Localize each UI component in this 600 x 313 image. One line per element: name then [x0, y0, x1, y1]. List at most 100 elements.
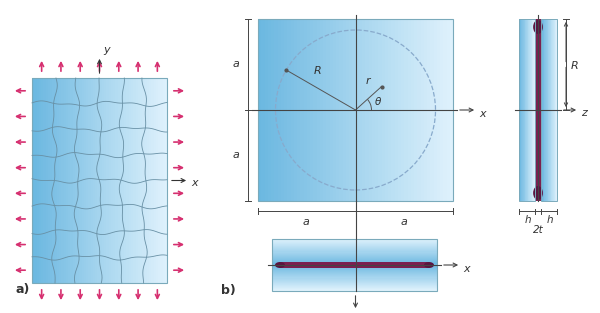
Bar — [284, 19, 288, 201]
Bar — [272, 275, 437, 278]
Bar — [372, 19, 376, 201]
Bar — [52, 78, 55, 283]
Bar — [258, 19, 453, 201]
Ellipse shape — [424, 262, 434, 268]
Text: h: h — [547, 215, 553, 225]
Bar — [336, 19, 340, 201]
Bar — [129, 78, 131, 283]
Bar — [104, 78, 107, 283]
Bar — [122, 78, 125, 283]
Text: a): a) — [15, 283, 29, 296]
Bar — [113, 78, 116, 283]
Bar — [272, 264, 437, 267]
Bar — [86, 78, 89, 283]
Bar — [404, 19, 408, 201]
Bar — [272, 251, 437, 253]
Bar — [274, 19, 278, 201]
Bar — [532, 19, 533, 201]
Bar — [32, 78, 35, 283]
Bar — [272, 239, 437, 241]
Bar — [272, 254, 437, 256]
Bar — [317, 19, 320, 201]
Bar — [362, 19, 366, 201]
Bar — [272, 278, 437, 280]
Bar — [421, 19, 424, 201]
Bar — [346, 19, 349, 201]
Bar — [548, 19, 549, 201]
Bar — [66, 78, 68, 283]
Bar — [272, 264, 437, 265]
Bar — [313, 19, 317, 201]
Bar — [542, 19, 544, 201]
Bar — [151, 78, 154, 283]
Bar — [272, 274, 437, 276]
Bar — [124, 78, 127, 283]
Bar — [556, 19, 557, 201]
Bar — [526, 19, 527, 201]
Bar — [258, 19, 262, 201]
Text: a: a — [303, 217, 310, 227]
Bar — [79, 78, 82, 283]
Bar — [529, 19, 530, 201]
Bar — [272, 277, 437, 280]
Bar — [323, 19, 327, 201]
Bar — [349, 19, 353, 201]
Bar — [352, 19, 356, 201]
Bar — [520, 19, 521, 201]
Bar — [414, 19, 418, 201]
Bar — [450, 19, 454, 201]
Bar — [272, 270, 437, 272]
Text: R: R — [314, 66, 321, 76]
Bar — [527, 19, 529, 201]
Bar — [75, 78, 77, 283]
Bar — [545, 19, 547, 201]
Bar — [102, 78, 104, 283]
Bar — [446, 19, 450, 201]
Bar — [287, 19, 291, 201]
Bar — [272, 258, 437, 260]
Bar — [533, 19, 535, 201]
Bar — [443, 19, 447, 201]
Bar — [163, 78, 165, 283]
Bar — [553, 19, 554, 201]
Bar — [272, 286, 437, 289]
Bar — [532, 19, 533, 201]
Bar — [115, 78, 118, 283]
Bar — [307, 19, 311, 201]
Bar — [272, 259, 437, 261]
Bar — [93, 78, 95, 283]
Bar — [272, 248, 437, 249]
Bar — [48, 78, 50, 283]
Bar — [272, 269, 437, 271]
Bar — [272, 262, 437, 264]
Bar — [272, 260, 437, 262]
Bar — [546, 19, 547, 201]
Bar — [411, 19, 415, 201]
Bar — [88, 78, 91, 283]
Bar — [375, 19, 379, 201]
Bar — [272, 246, 437, 247]
Text: r: r — [365, 76, 370, 86]
Bar — [524, 19, 526, 201]
Bar — [522, 19, 523, 201]
Bar — [272, 279, 437, 282]
Bar — [382, 19, 385, 201]
Bar — [272, 287, 437, 290]
Bar — [55, 78, 57, 283]
Text: x: x — [191, 178, 197, 188]
Bar — [41, 78, 44, 283]
Bar — [97, 78, 100, 283]
Bar — [106, 78, 109, 283]
Bar — [535, 19, 541, 201]
Bar — [281, 19, 284, 201]
Bar — [272, 268, 437, 270]
Bar — [77, 78, 80, 283]
Bar — [156, 78, 158, 283]
Bar — [68, 78, 71, 283]
Bar — [272, 257, 437, 259]
Bar — [82, 78, 84, 283]
Bar — [272, 239, 437, 291]
Bar — [43, 78, 46, 283]
Bar — [145, 78, 147, 283]
Bar — [272, 276, 437, 279]
